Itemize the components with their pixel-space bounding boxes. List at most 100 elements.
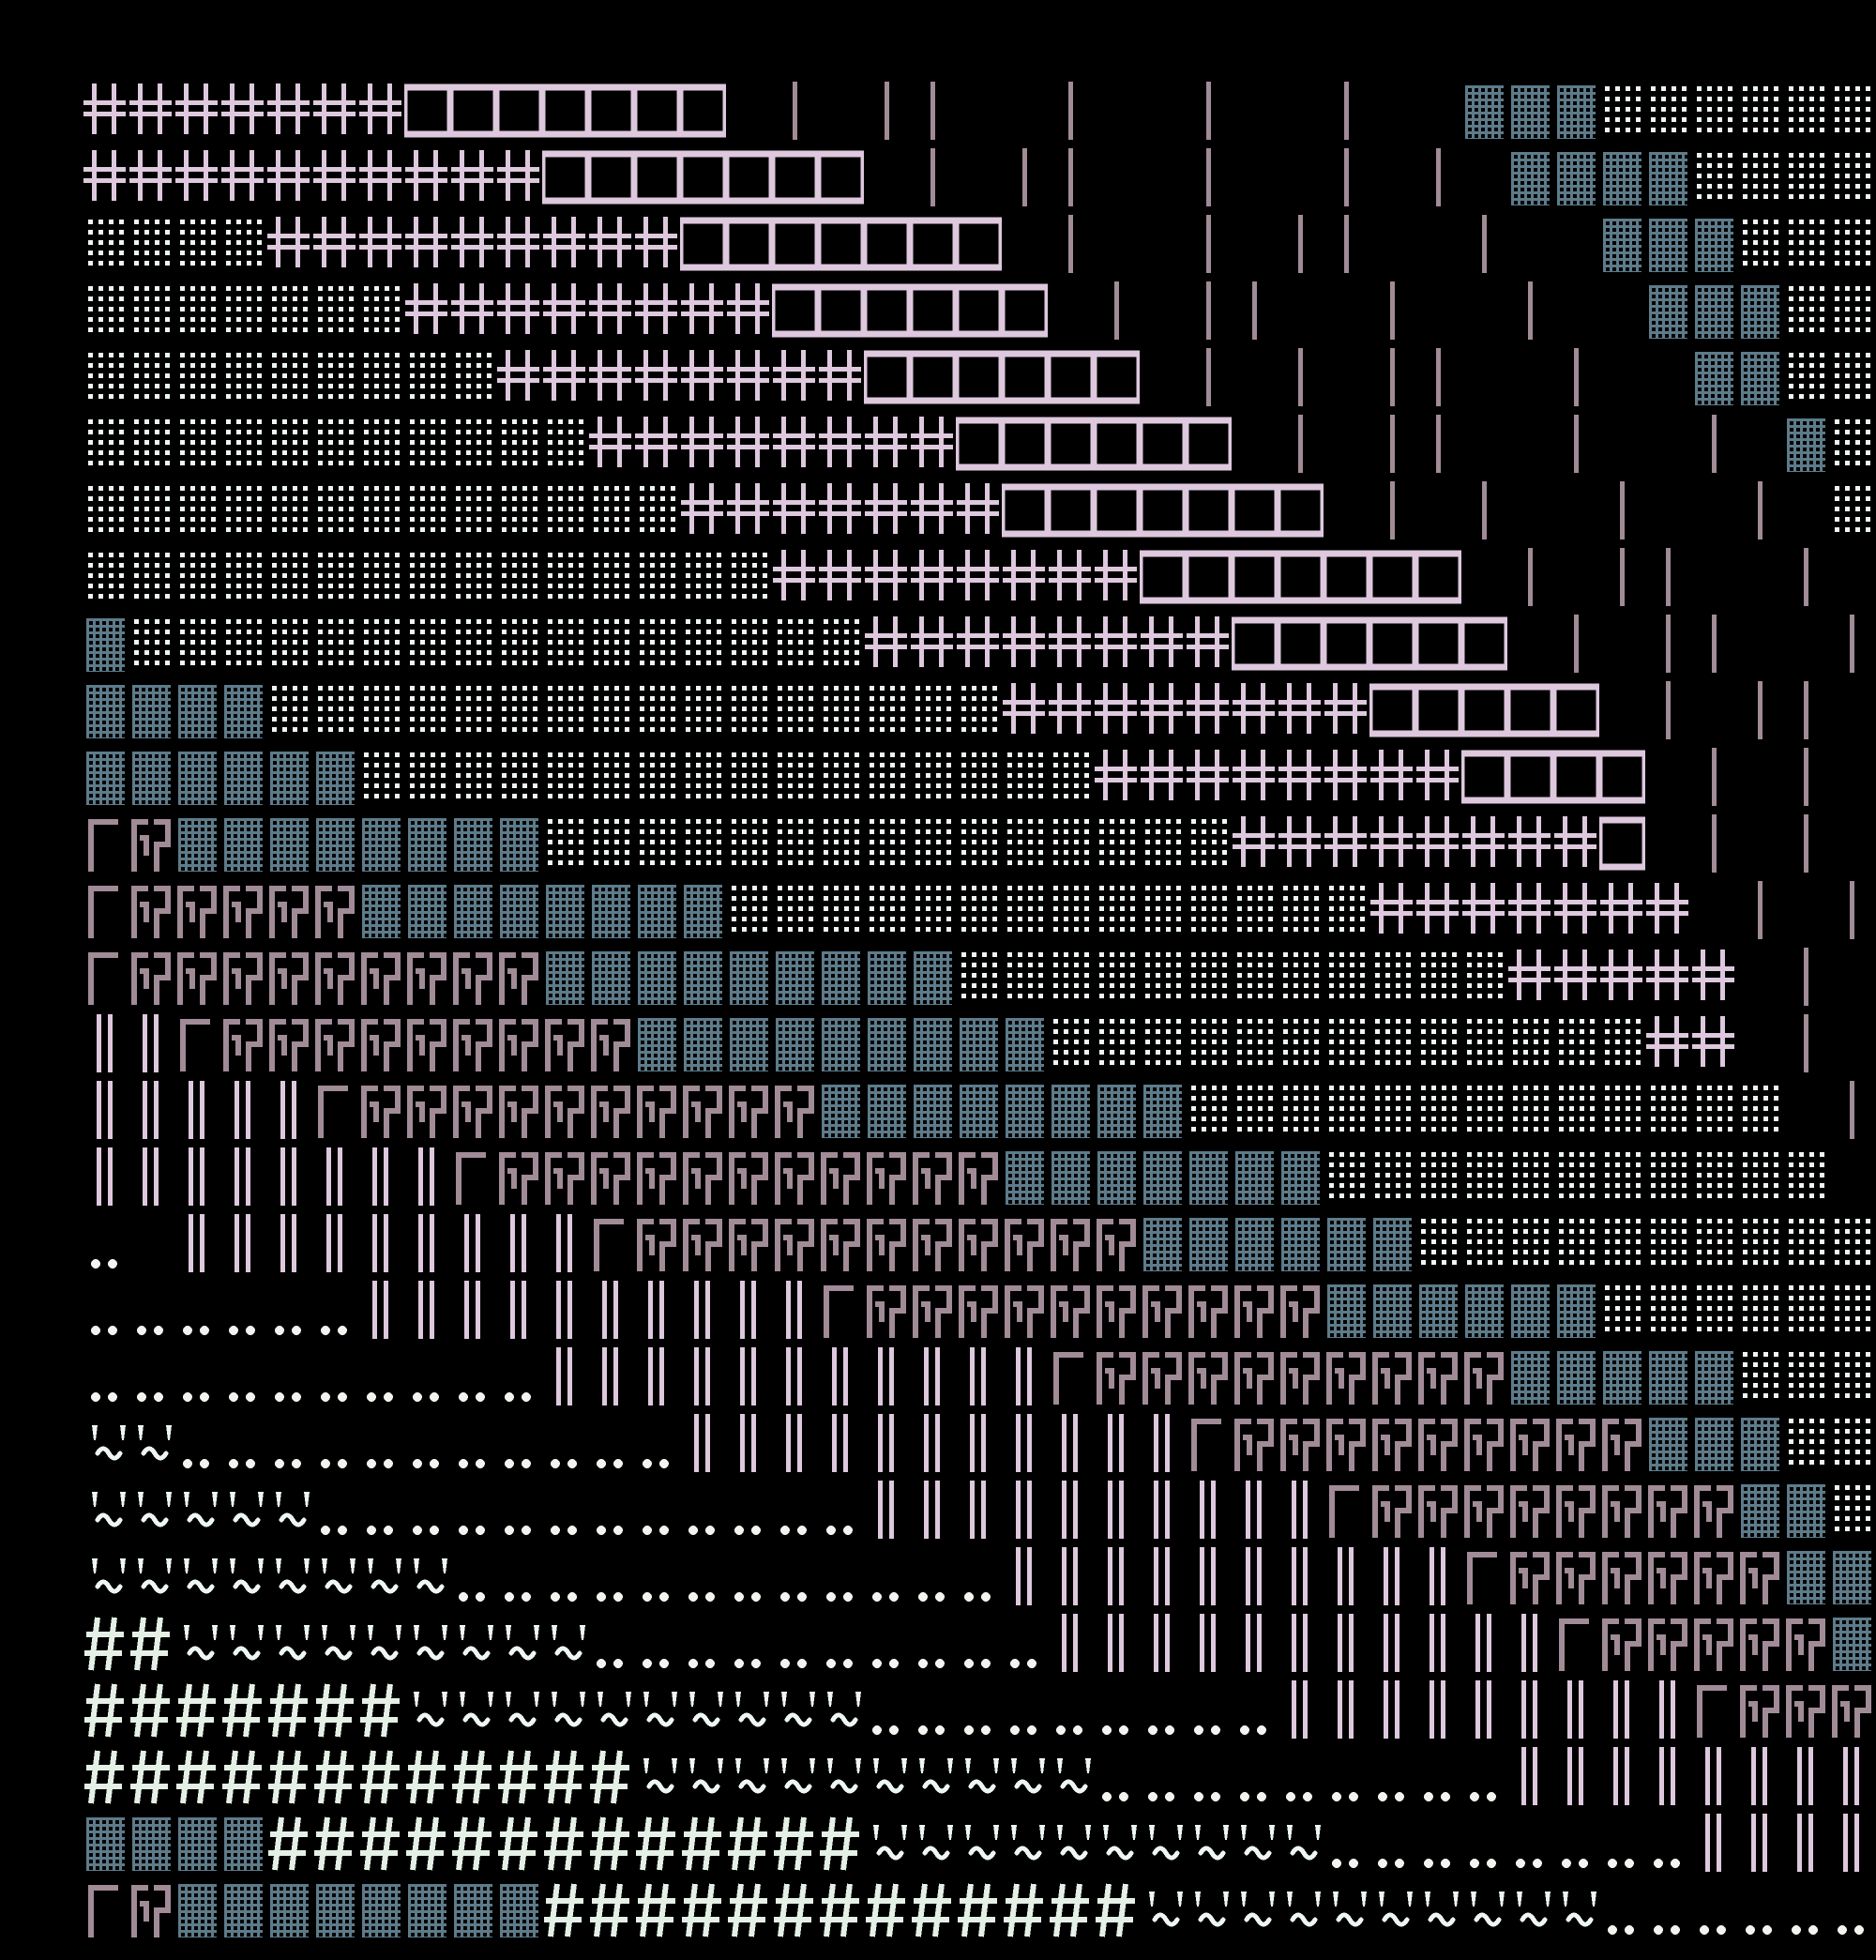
cross-hatch-glyph (312, 146, 358, 213)
light-shade-glyph (726, 813, 772, 879)
light-shade-glyph (450, 546, 496, 613)
cross-hatch-glyph (1232, 679, 1278, 746)
hash-glyph (83, 1745, 129, 1812)
light-shade-glyph (542, 479, 588, 546)
double-vertical-bar-glyph (956, 1479, 1002, 1545)
double-dot-glyph (358, 1412, 404, 1479)
vertical-bar-glyph (1553, 346, 1599, 413)
double-dot-glyph (83, 1279, 129, 1345)
cjk-seal-glyph (588, 1012, 634, 1079)
hash-glyph (220, 1679, 266, 1745)
light-shade-glyph (1461, 1012, 1507, 1079)
light-shade-glyph (1324, 1012, 1369, 1079)
double-vertical-bar-glyph (1140, 1612, 1186, 1679)
medium-shade-glyph (358, 813, 404, 879)
open-box-glyph (538, 146, 592, 213)
cross-hatch-glyph (1186, 746, 1232, 813)
cjk-seal-glyph (496, 946, 542, 1012)
tilde-wave-glyph (496, 1612, 542, 1679)
light-shade-glyph (404, 679, 450, 746)
cjk-seal-glyph (1691, 1612, 1737, 1679)
vertical-bar-glyph (1324, 146, 1369, 213)
medium-shade-glyph (1507, 1345, 1553, 1412)
open-box-glyph (998, 479, 1051, 546)
light-shade-glyph (1783, 1412, 1829, 1479)
double-dot-glyph (634, 1479, 680, 1545)
tilde-wave-glyph (1186, 1812, 1232, 1878)
light-shade-glyph (1737, 1079, 1783, 1146)
light-shade-glyph (83, 346, 129, 413)
light-shade-glyph (1415, 1146, 1461, 1212)
empty-cell (1645, 413, 1691, 479)
light-shade-glyph (312, 413, 358, 479)
hash-glyph (358, 1812, 404, 1878)
cjk-seal-glyph (1553, 1545, 1599, 1612)
medium-shade-glyph (1599, 146, 1645, 213)
art-row (83, 1812, 1875, 1878)
cross-hatch-glyph (680, 479, 726, 546)
cross-hatch-glyph (680, 413, 726, 479)
light-shade-glyph (818, 813, 864, 879)
double-vertical-bar-glyph (1369, 1545, 1415, 1612)
light-shade-glyph (174, 613, 220, 679)
tilde-wave-glyph (266, 1479, 312, 1545)
open-box-glyph (1182, 546, 1235, 613)
vertical-bar-glyph (1415, 346, 1461, 413)
cross-hatch-glyph (910, 613, 956, 679)
double-vertical-bar-glyph (1048, 1479, 1094, 1545)
double-vertical-bar-glyph (680, 1279, 726, 1345)
cjk-seal-glyph (129, 813, 174, 879)
tilde-wave-glyph (1232, 1878, 1278, 1945)
empty-cell (1737, 613, 1783, 679)
tilde-wave-glyph (542, 1679, 588, 1745)
double-dot-glyph (634, 1612, 680, 1679)
open-box-glyph (906, 346, 960, 413)
open-box-glyph (860, 346, 914, 413)
double-vertical-bar-glyph (1783, 1745, 1829, 1812)
cross-hatch-glyph (1002, 546, 1048, 613)
light-shade-glyph (1553, 1012, 1599, 1079)
open-box-glyph (1366, 679, 1419, 746)
light-shade-glyph (956, 879, 1002, 946)
open-box-glyph (998, 413, 1051, 479)
open-box-glyph (906, 213, 960, 280)
vertical-bar-glyph (1599, 546, 1645, 613)
cross-hatch-glyph (496, 146, 542, 213)
medium-shade-glyph (588, 946, 634, 1012)
cjk-seal-glyph (312, 1012, 358, 1079)
light-shade-glyph (1599, 1012, 1645, 1079)
double-vertical-bar-glyph (1324, 1679, 1369, 1745)
light-shade-glyph (358, 679, 404, 746)
cjk-factory-glyph (83, 879, 129, 946)
empty-cell (1553, 213, 1599, 280)
double-vertical-bar-glyph (174, 1079, 220, 1146)
cjk-seal-glyph (1507, 1479, 1553, 1545)
double-vertical-bar-glyph (1691, 1812, 1737, 1878)
light-shade-glyph (1415, 1212, 1461, 1279)
cross-hatch-glyph (496, 346, 542, 413)
double-dot-glyph (266, 1412, 312, 1479)
cross-hatch-glyph (1461, 813, 1507, 879)
light-shade-glyph (634, 813, 680, 879)
cjk-factory-glyph (1553, 1612, 1599, 1679)
vertical-bar-glyph (1829, 1079, 1875, 1146)
medium-shade-glyph (1232, 1146, 1278, 1212)
vertical-bar-glyph (1278, 213, 1324, 280)
hash-glyph (220, 1745, 266, 1812)
cross-hatch-glyph (588, 213, 634, 280)
cjk-seal-glyph (1461, 1412, 1507, 1479)
double-vertical-bar-glyph (83, 1146, 129, 1212)
cross-hatch-glyph (1094, 546, 1140, 613)
open-box-glyph (1412, 546, 1465, 613)
cross-hatch-glyph (1645, 879, 1691, 946)
empty-cell (1829, 1146, 1875, 1212)
medium-shade-glyph (1094, 1146, 1140, 1212)
double-dot-glyph (83, 1212, 129, 1279)
cross-hatch-glyph (634, 280, 680, 346)
light-shade-glyph (1461, 946, 1507, 1012)
medium-shade-glyph (542, 879, 588, 946)
empty-cell (1553, 280, 1599, 346)
light-shade-glyph (129, 280, 174, 346)
vertical-bar-glyph (1553, 413, 1599, 479)
cjk-seal-glyph (1002, 1212, 1048, 1279)
